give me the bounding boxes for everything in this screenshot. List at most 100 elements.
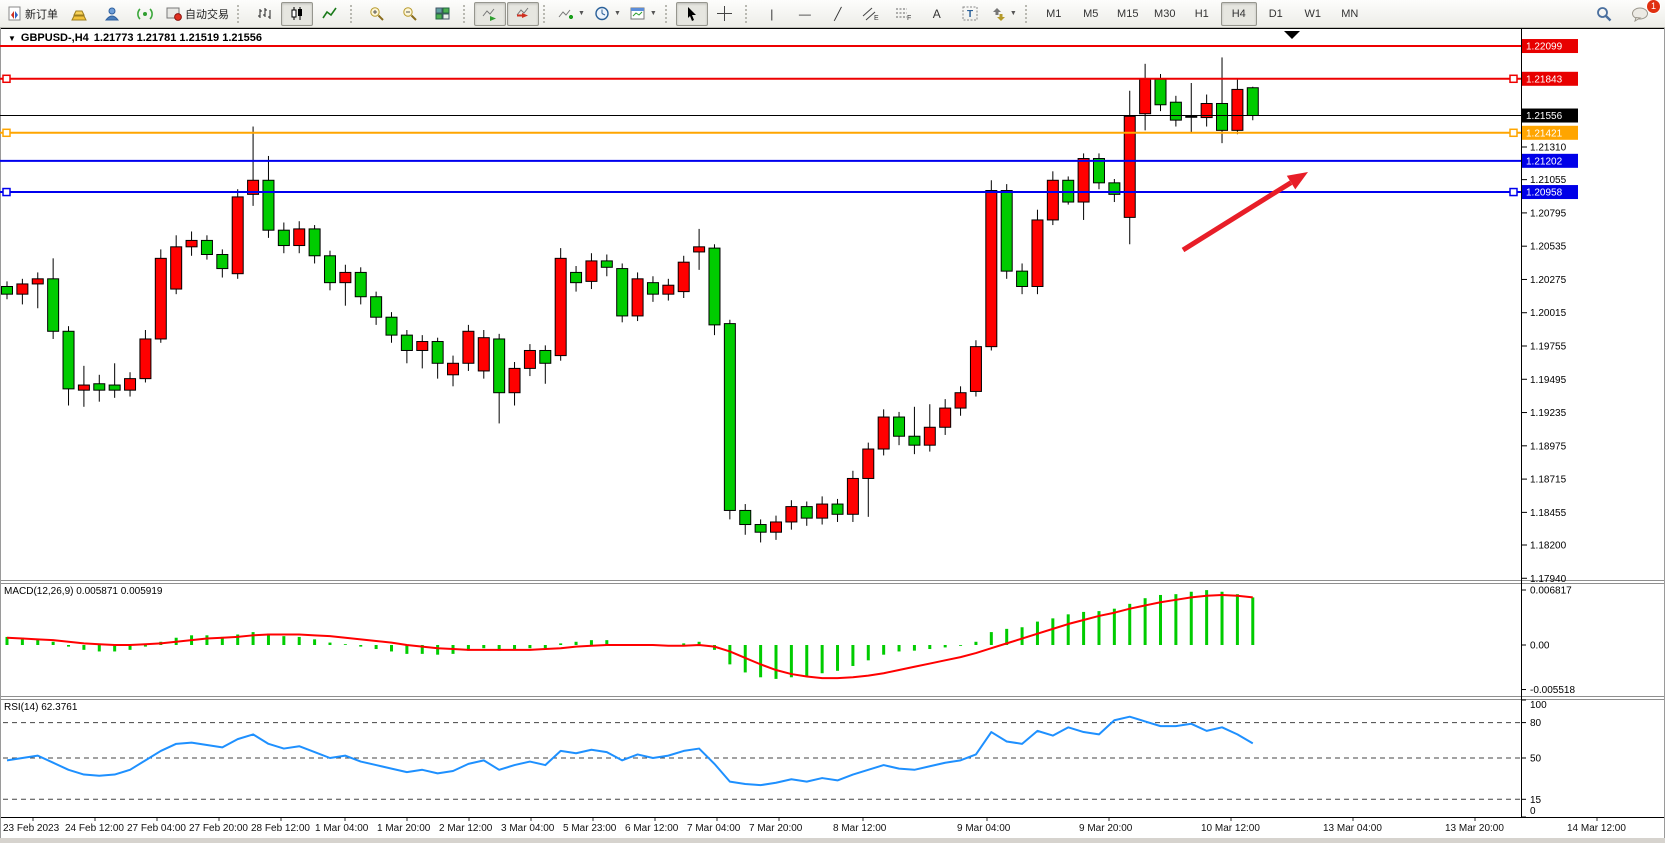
tf-h1-button[interactable]: H1 (1194, 7, 1209, 20)
toolbar-grip[interactable] (1024, 4, 1031, 23)
svg-text:9 Mar 04:00: 9 Mar 04:00 (957, 823, 1011, 834)
horizontal-lines[interactable] (0, 45, 1521, 197)
vertical-line-button[interactable]: | (756, 2, 788, 26)
templates-icon (630, 7, 645, 20)
zoom-in-button[interactable] (361, 2, 393, 26)
crosshair-icon (717, 6, 733, 21)
tf-m5-button[interactable]: M5 (1083, 7, 1099, 20)
tf-w1-button[interactable]: W1 (1304, 7, 1322, 20)
fibonacci-button[interactable]: F (888, 2, 920, 26)
new-order-label: 新订单 (25, 8, 58, 21)
svg-text:1.20015: 1.20015 (1530, 308, 1567, 319)
time-axis[interactable]: 23 Feb 2023 24 Feb 12:00 27 Feb 04:00 27 Fe… (3, 818, 1626, 834)
tf-h4-button[interactable]: H4 (1220, 1, 1257, 26)
arrows-icon (992, 8, 1005, 21)
tile-windows-icon (435, 7, 450, 20)
svg-text:1.21055: 1.21055 (1530, 175, 1567, 186)
rsi-indicator-label: RSI(14) 62.3761 (4, 702, 78, 713)
macd-panel (5, 590, 1255, 680)
tf-m15-button[interactable]: M15 (1117, 7, 1139, 20)
chart-shift-marker[interactable] (1284, 31, 1300, 39)
signals-button[interactable] (129, 2, 161, 26)
chart-shift-icon (516, 7, 529, 18)
svg-text:100: 100 (1530, 700, 1547, 711)
svg-text:1.21421: 1.21421 (1526, 128, 1563, 139)
trend-arrow-annotation[interactable] (1181, 172, 1308, 253)
search-icon (1597, 6, 1612, 21)
periods-button[interactable]: ▼ (590, 2, 625, 26)
toolbar-grip[interactable] (237, 4, 243, 23)
svg-text:23 Feb 2023: 23 Feb 2023 (3, 823, 60, 834)
svg-text:1.17940: 1.17940 (1530, 574, 1567, 585)
svg-text:1.21556: 1.21556 (1526, 111, 1563, 122)
crosshair-button[interactable] (709, 2, 741, 26)
toolbar-grip[interactable] (664, 4, 671, 23)
bar-chart-button[interactable] (248, 2, 280, 26)
svg-text:1.20958: 1.20958 (1526, 188, 1563, 199)
chart-shift-button[interactable] (507, 1, 539, 26)
macd-axis[interactable]: 0.006817 0.00 -0.005518 (1522, 585, 1575, 696)
price-axis[interactable]: 1.21310 1.21055 1.20795 1.20535 1.20275 1.200… (1522, 39, 1578, 585)
svg-text:24 Feb 12:00: 24 Feb 12:00 (65, 823, 124, 834)
svg-text:1.19235: 1.19235 (1530, 408, 1567, 419)
chart-frame (0, 28, 1665, 843)
new-order-button[interactable]: 新订单 (3, 2, 62, 26)
zoom-out-button[interactable] (394, 2, 426, 26)
candlestick-chart-button[interactable] (281, 1, 313, 26)
periods-clock-icon (595, 6, 609, 21)
chart-title: ▼ GBPUSD-,H4 1.21773 1.21781 1.21519 1.2… (8, 32, 262, 44)
horizontal-line-button[interactable]: — (789, 2, 821, 26)
svg-text:13 Mar 20:00: 13 Mar 20:00 (1445, 823, 1504, 834)
notifications-button[interactable]: 1 (1624, 0, 1661, 26)
candles-layer (1, 57, 1259, 543)
bar-chart-icon (258, 8, 271, 19)
rsi-axis[interactable]: 100 80 50 150 (1522, 699, 1547, 818)
tf-mn-button[interactable]: MN (1341, 7, 1359, 20)
svg-text:1 Mar 04:00: 1 Mar 04:00 (315, 823, 369, 834)
line-chart-button[interactable] (314, 2, 346, 26)
chart-symbol-period: GBPUSD-,H4 (20, 32, 89, 44)
toolbar-grip[interactable] (543, 4, 549, 23)
auto-trading-button[interactable]: 自动交易 (162, 2, 233, 26)
tf-d1-button[interactable]: D1 (1268, 7, 1283, 20)
svg-text:27 Feb 04:00: 27 Feb 04:00 (127, 823, 186, 834)
chat-bubble-icon (1632, 7, 1648, 22)
toolbar-grip[interactable] (463, 4, 469, 23)
auto-scroll-button[interactable] (474, 1, 506, 26)
templates-caret-icon: ▼ (649, 10, 657, 17)
svg-text:1.20275: 1.20275 (1530, 275, 1567, 286)
line-chart-icon (322, 7, 337, 19)
svg-text:1.18975: 1.18975 (1530, 441, 1567, 452)
chart-dropdown-icon[interactable]: ▼ (8, 33, 16, 43)
tf-m30-button[interactable]: M30 (1154, 7, 1176, 20)
indicators-button[interactable]: ▼ (554, 2, 589, 26)
zoom-out-icon (403, 7, 417, 21)
svg-text:1.21202: 1.21202 (1526, 156, 1563, 167)
channel-button[interactable]: E (855, 2, 887, 26)
indicators-caret-icon: ▼ (578, 10, 585, 17)
experts-button[interactable] (96, 2, 128, 26)
tf-m1-button[interactable]: M1 (1046, 7, 1062, 20)
auto-scroll-icon (482, 8, 496, 21)
arrows-button[interactable]: ▼ (987, 2, 1021, 26)
text-button[interactable]: A (921, 2, 953, 26)
tile-windows-button[interactable] (427, 2, 459, 26)
text-label-button[interactable]: T (954, 2, 986, 26)
toolbar-grip[interactable] (744, 4, 751, 23)
svg-text:1.18455: 1.18455 (1530, 508, 1567, 519)
gold-bars-button[interactable] (63, 2, 95, 26)
text-icon: A (932, 6, 941, 21)
svg-text:0.00: 0.00 (1530, 641, 1550, 652)
search-button[interactable] (1588, 2, 1620, 26)
svg-text:-0.005518: -0.005518 (1530, 685, 1575, 696)
svg-text:1 Mar 20:00: 1 Mar 20:00 (377, 823, 431, 834)
svg-text:1.18200: 1.18200 (1530, 541, 1567, 552)
templates-button[interactable]: ▼ (626, 2, 661, 26)
svg-text:E: E (874, 15, 879, 21)
cursor-icon (687, 7, 696, 21)
trendline-button[interactable]: ╱ (822, 2, 854, 26)
toolbar-grip[interactable] (350, 4, 356, 23)
auto-trading-label: 自动交易 (185, 8, 229, 21)
cursor-button[interactable] (675, 1, 708, 26)
